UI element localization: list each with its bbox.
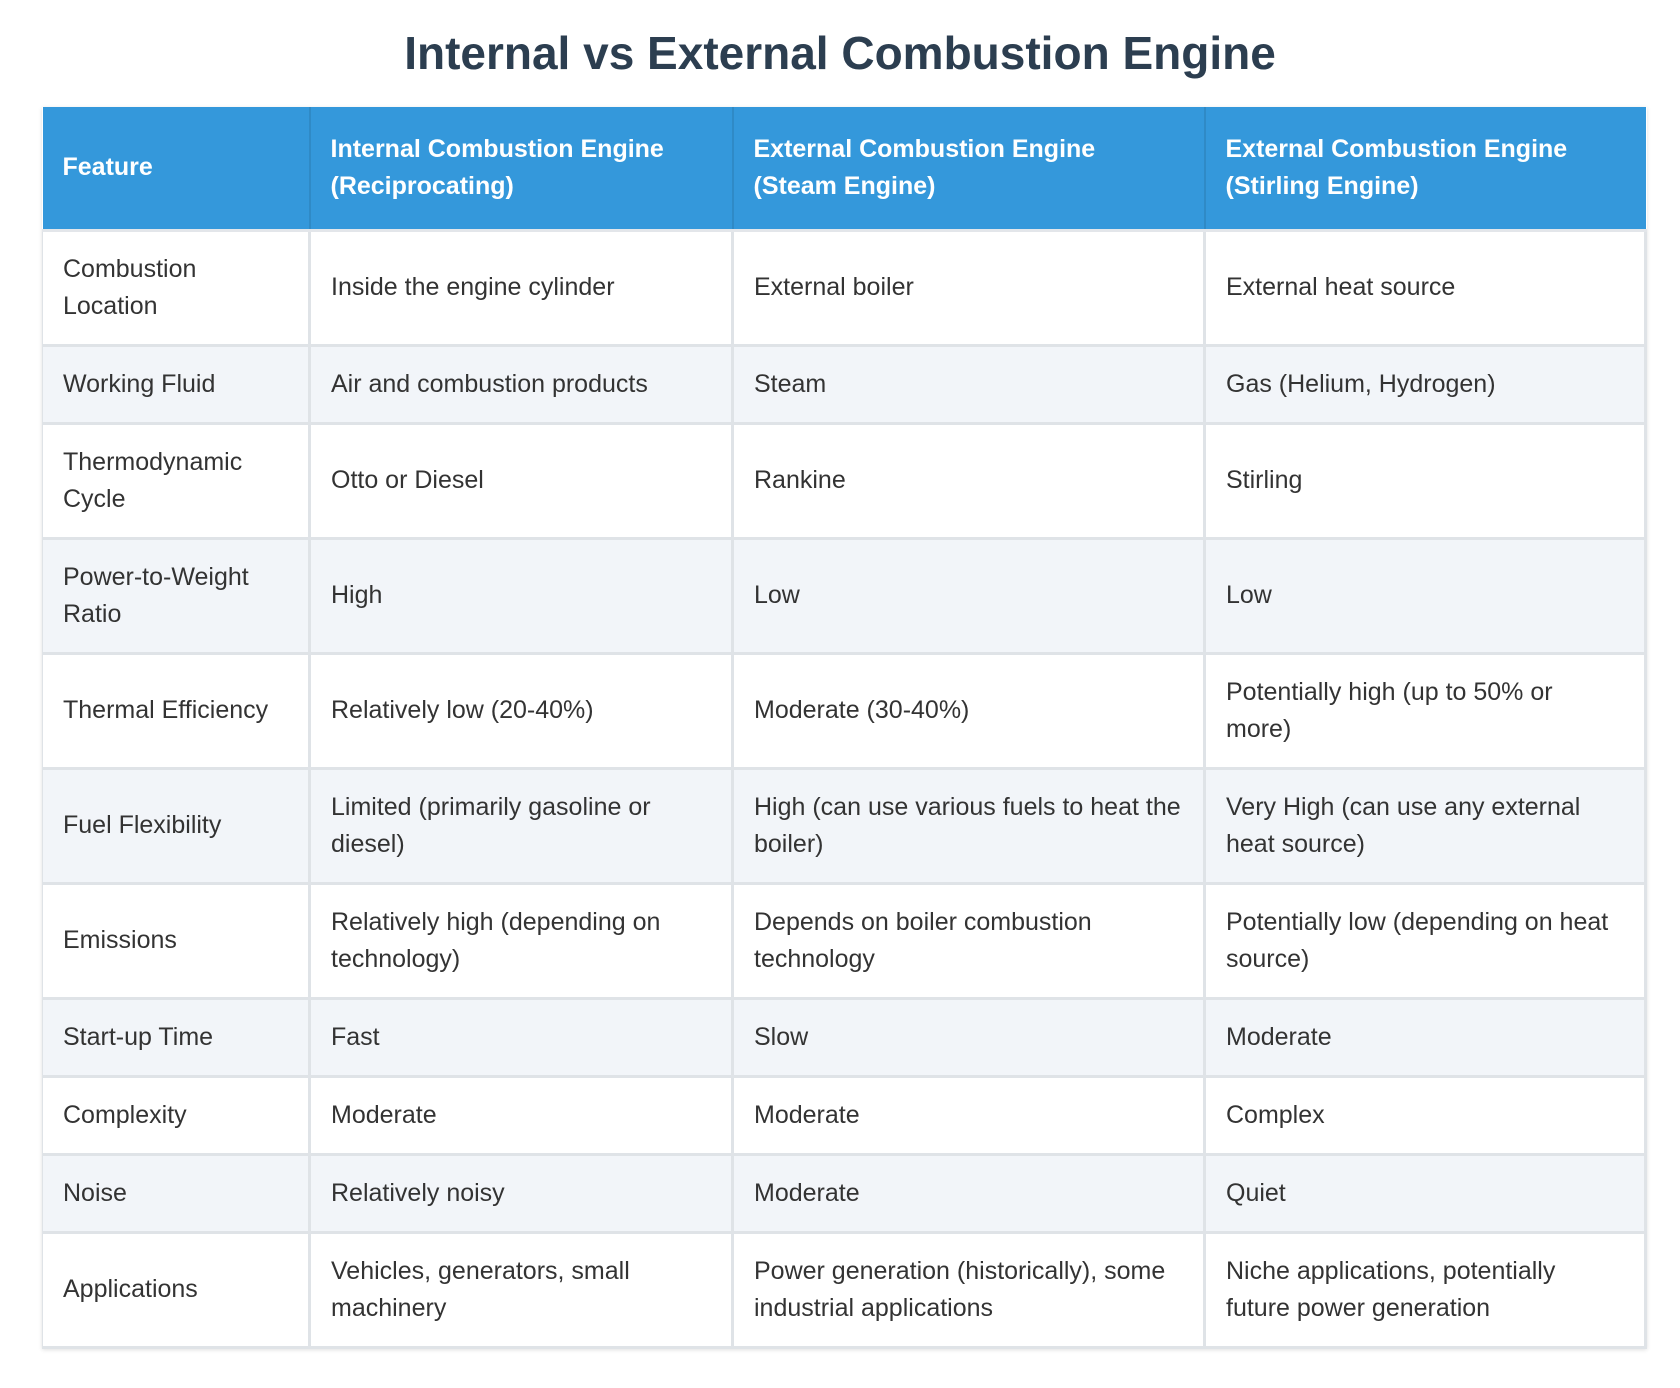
feature-cell: Thermodynamic Cycle	[42, 423, 311, 540]
steam-cell: Depends on boiler combustion technology	[732, 883, 1206, 1000]
table-row: Applications Vehicles, generators, small…	[42, 1232, 1647, 1349]
internal-cell: Relatively high (depending on technology…	[309, 883, 734, 1000]
internal-cell: Vehicles, generators, small machinery	[309, 1232, 734, 1349]
stirling-cell: Very High (can use any external heat sou…	[1204, 768, 1647, 885]
feature-cell: Start-up Time	[42, 998, 311, 1078]
steam-cell: High (can use various fuels to heat the …	[732, 768, 1206, 885]
comparison-table: Feature Internal Combustion Engine (Reci…	[42, 107, 1647, 1349]
feature-cell: Emissions	[42, 883, 311, 1000]
stirling-cell: Niche applications, potentially future p…	[1204, 1232, 1647, 1349]
stirling-cell: External heat source	[1204, 230, 1647, 347]
steam-cell: Low	[732, 538, 1206, 655]
stirling-cell: Moderate	[1204, 998, 1647, 1078]
stirling-cell: Potentially high (up to 50% or more)	[1204, 653, 1647, 770]
internal-cell: Limited (primarily gasoline or diesel)	[309, 768, 734, 885]
table-row: Thermal Efficiency Relatively low (20-40…	[42, 653, 1647, 770]
table-row: Working Fluid Air and combustion product…	[42, 345, 1647, 425]
table-row: Start-up Time Fast Slow Moderate	[42, 998, 1647, 1078]
internal-cell: High	[309, 538, 734, 655]
table-row: Thermodynamic Cycle Otto or Diesel Ranki…	[42, 423, 1647, 540]
feature-cell: Noise	[42, 1154, 311, 1234]
steam-cell: Moderate	[732, 1076, 1206, 1156]
feature-cell: Thermal Efficiency	[42, 653, 311, 770]
table-row: Noise Relatively noisy Moderate Quiet	[42, 1154, 1647, 1234]
header-external-steam: External Combustion Engine (Steam Engine…	[732, 107, 1206, 232]
internal-cell: Fast	[309, 998, 734, 1078]
steam-cell: Power generation (historically), some in…	[732, 1232, 1206, 1349]
steam-cell: Slow	[732, 998, 1206, 1078]
feature-cell: Fuel Flexibility	[42, 768, 311, 885]
feature-cell: Working Fluid	[42, 345, 311, 425]
header-internal-reciprocating: Internal Combustion Engine (Reciprocatin…	[309, 107, 734, 232]
stirling-cell: Stirling	[1204, 423, 1647, 540]
internal-cell: Relatively noisy	[309, 1154, 734, 1234]
internal-cell: Air and combustion products	[309, 345, 734, 425]
table-row: Emissions Relatively high (depending on …	[42, 883, 1647, 1000]
table-row: Fuel Flexibility Limited (primarily gaso…	[42, 768, 1647, 885]
stirling-cell: Low	[1204, 538, 1647, 655]
header-external-stirling: External Combustion Engine (Stirling Eng…	[1204, 107, 1646, 232]
internal-cell: Relatively low (20-40%)	[309, 653, 734, 770]
steam-cell: External boiler	[732, 230, 1206, 347]
table-row: Combustion Location Inside the engine cy…	[42, 230, 1647, 347]
steam-cell: Rankine	[732, 423, 1206, 540]
internal-cell: Moderate	[309, 1076, 734, 1156]
header-feature: Feature	[42, 107, 311, 232]
feature-cell: Power-to-Weight Ratio	[42, 538, 311, 655]
page-title: Internal vs External Combustion Engine	[404, 27, 1276, 79]
steam-cell: Moderate	[732, 1154, 1206, 1234]
feature-cell: Applications	[42, 1232, 311, 1349]
internal-cell: Otto or Diesel	[309, 423, 734, 540]
table-header-row: Feature Internal Combustion Engine (Reci…	[42, 107, 1646, 232]
steam-cell: Moderate (30-40%)	[732, 653, 1206, 770]
internal-cell: Inside the engine cylinder	[309, 230, 734, 347]
table-row: Complexity Moderate Moderate Complex	[42, 1076, 1647, 1156]
stirling-cell: Quiet	[1204, 1154, 1647, 1234]
feature-cell: Combustion Location	[42, 230, 311, 347]
steam-cell: Steam	[732, 345, 1206, 425]
feature-cell: Complexity	[42, 1076, 311, 1156]
stirling-cell: Gas (Helium, Hydrogen)	[1204, 345, 1647, 425]
stirling-cell: Potentially low (depending on heat sourc…	[1204, 883, 1647, 1000]
stirling-cell: Complex	[1204, 1076, 1647, 1156]
table-row: Power-to-Weight Ratio High Low Low	[42, 538, 1647, 655]
